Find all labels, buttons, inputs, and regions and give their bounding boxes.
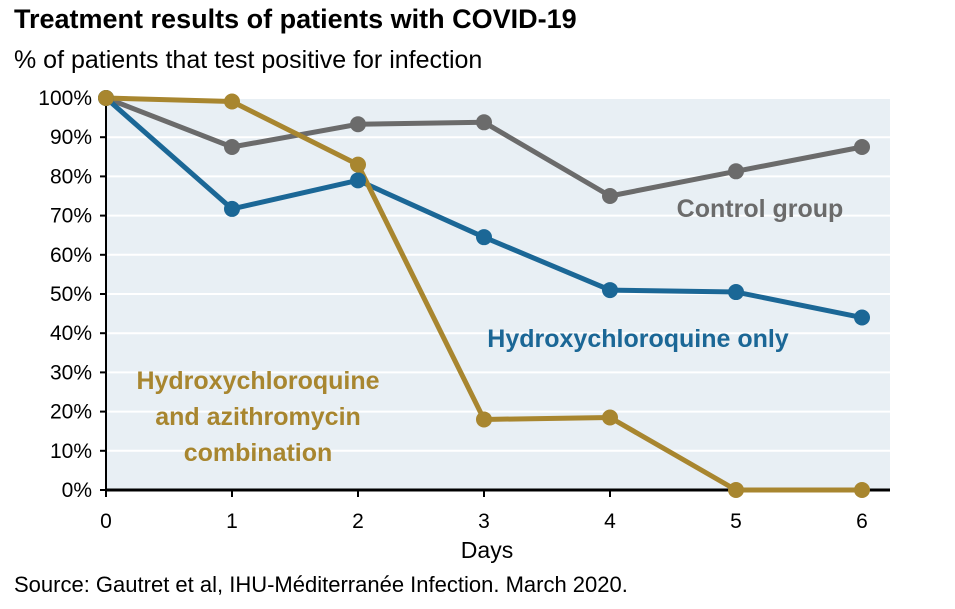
data-point (728, 482, 744, 498)
x-tick-label: 3 (478, 510, 490, 533)
data-point (728, 163, 744, 180)
data-point (854, 309, 870, 326)
x-tick-label: 0 (100, 510, 112, 533)
series-label: Hydroxychloroquine only (487, 325, 789, 353)
x-tick-label: 6 (856, 510, 868, 533)
series-label: Control group (677, 195, 844, 223)
y-tick-label: 20% (50, 401, 92, 424)
y-tick-label: 80% (50, 165, 92, 188)
source-note: Source: Gautret et al, IHU-Méditerranée … (14, 572, 628, 597)
y-tick-label: 30% (50, 361, 92, 384)
x-tick-label: 1 (226, 510, 238, 533)
y-axis: 0% 10% 20% 30% 40% 50% 60% 70% 80% 90% 100% (38, 87, 107, 502)
y-tick-label: 60% (50, 244, 92, 267)
data-point (476, 411, 492, 428)
x-axis: 0 1 2 3 4 5 6 (100, 488, 890, 533)
y-tick-label: 100% (38, 87, 92, 110)
chart-title: Treatment results of patients with COVID… (14, 4, 577, 34)
data-point (854, 482, 870, 498)
y-tick-label: 50% (50, 283, 92, 306)
data-point (602, 282, 618, 299)
series-labels: Control group Hydroxychloroquine only Hydr… (136, 195, 843, 467)
data-point (350, 116, 366, 133)
x-tick-label: 2 (352, 510, 364, 533)
data-point (854, 139, 870, 155)
y-tick-label: 0% (62, 479, 92, 502)
data-point (224, 200, 240, 217)
data-point (602, 188, 618, 204)
data-point (350, 172, 366, 189)
y-tick-label: 70% (50, 205, 92, 228)
y-tick-label: 40% (50, 322, 92, 345)
data-point (98, 90, 114, 106)
series-label: combination (184, 439, 333, 467)
series-points (98, 90, 870, 498)
data-point (602, 409, 618, 426)
x-tick-label: 5 (730, 510, 742, 533)
data-point (224, 139, 240, 155)
series-label: Hydroxychloroquine (136, 367, 379, 395)
data-point (476, 114, 492, 131)
series-label: and azithromycin (155, 403, 361, 431)
chart-subtitle: % of patients that test positive for inf… (14, 46, 483, 74)
x-axis-label: Days (461, 537, 513, 563)
data-point (350, 156, 366, 173)
data-point (476, 229, 492, 246)
y-tick-label: 10% (50, 440, 92, 463)
y-tick-label: 90% (50, 126, 92, 149)
x-tick-label: 4 (604, 510, 616, 533)
data-point (224, 93, 240, 110)
data-point (728, 284, 744, 301)
